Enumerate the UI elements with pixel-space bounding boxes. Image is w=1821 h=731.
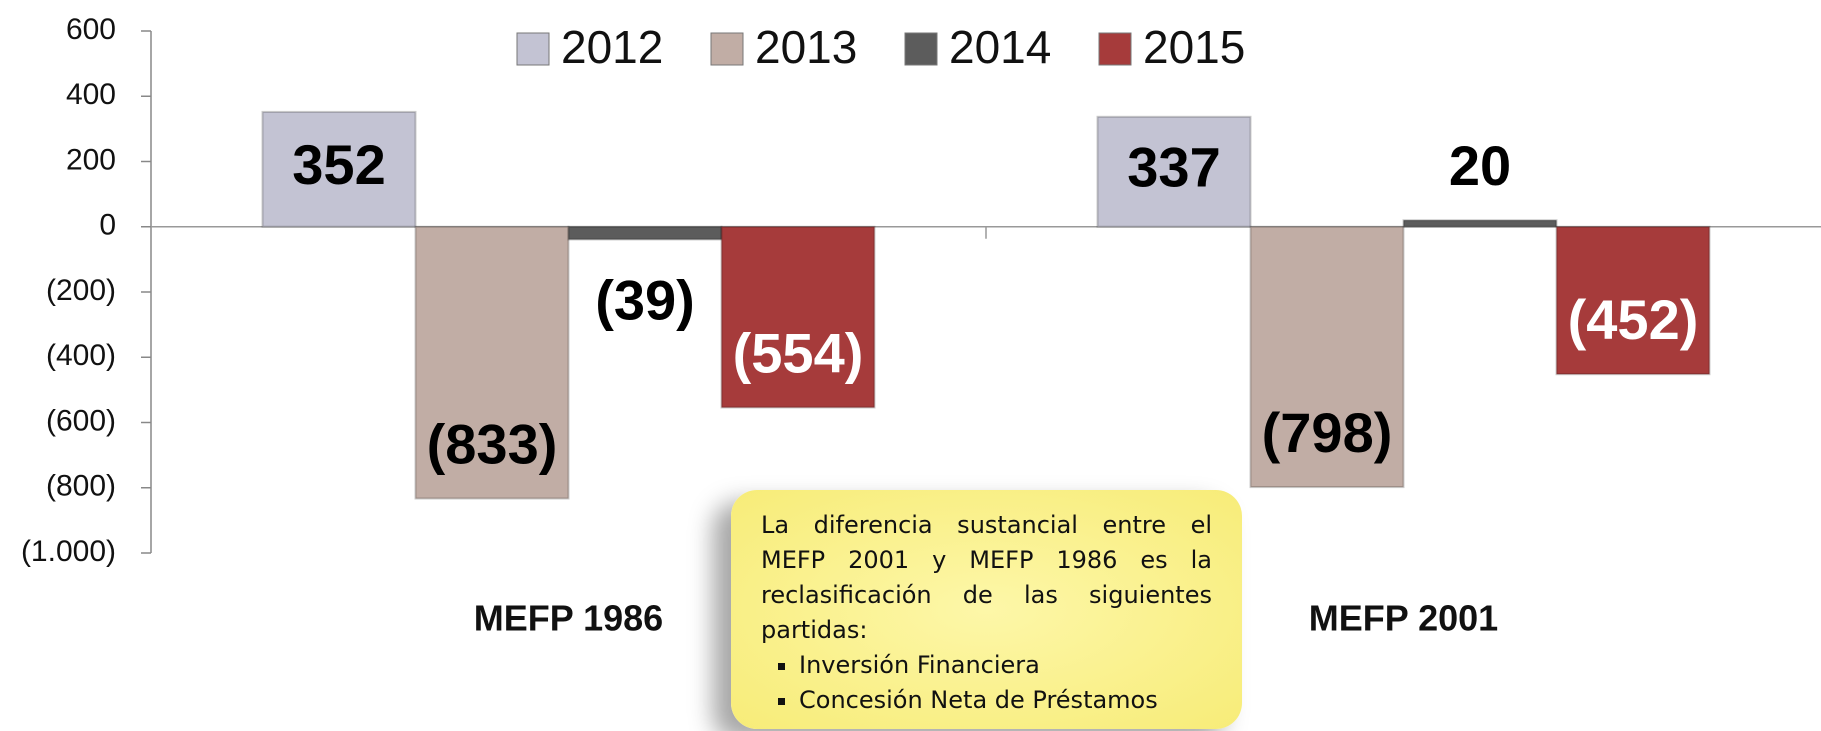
- data-label: (798): [1262, 401, 1393, 464]
- data-label: (833): [427, 412, 558, 475]
- annotation-list: Inversión Financiera Concesión Neta de P…: [761, 648, 1212, 718]
- annotation-item: Inversión Financiera: [799, 648, 1212, 683]
- annotation-box: La diferencia sustancial entre el MEFP 2…: [731, 490, 1242, 729]
- bar: [1555, 225, 1711, 376]
- data-label: (554): [733, 321, 864, 384]
- legend-swatch: [710, 32, 744, 66]
- data-label: 352: [292, 133, 385, 196]
- bar: [720, 225, 876, 409]
- annotation-item: Concesión Neta de Préstamos: [799, 683, 1212, 718]
- y-tick-label: (1.000): [21, 535, 116, 568]
- bar: [567, 225, 723, 241]
- bar: [1096, 115, 1252, 228]
- annotation-text: La diferencia sustancial entre el MEFP 2…: [761, 511, 1212, 644]
- legend-swatch: [904, 32, 938, 66]
- data-label: 337: [1127, 136, 1220, 199]
- data-label: 20: [1449, 134, 1511, 197]
- bar: [1402, 219, 1558, 228]
- legend-swatch: [516, 32, 550, 66]
- data-label: (452): [1568, 288, 1699, 351]
- legend-label: 2015: [1143, 21, 1245, 73]
- bar: [414, 225, 570, 500]
- legend-swatch: [1098, 32, 1132, 66]
- y-tick-label: 200: [66, 143, 116, 176]
- y-tick-label: 600: [66, 13, 116, 46]
- legend-label: 2012: [561, 21, 663, 73]
- x-tick-label: MEFP 2001: [1309, 598, 1498, 639]
- y-tick-label: (400): [46, 339, 116, 372]
- legend-label: 2014: [949, 21, 1051, 73]
- y-tick-label: (800): [46, 470, 116, 503]
- y-tick-label: (200): [46, 274, 116, 307]
- x-tick-label: MEFP 1986: [474, 598, 663, 639]
- y-tick-label: 400: [66, 78, 116, 111]
- legend-label: 2013: [755, 21, 857, 73]
- data-label: (39): [595, 268, 695, 331]
- y-tick-label: (600): [46, 404, 116, 437]
- bar: [261, 110, 417, 228]
- bar: [1249, 225, 1405, 489]
- y-tick-label: 0: [99, 209, 116, 242]
